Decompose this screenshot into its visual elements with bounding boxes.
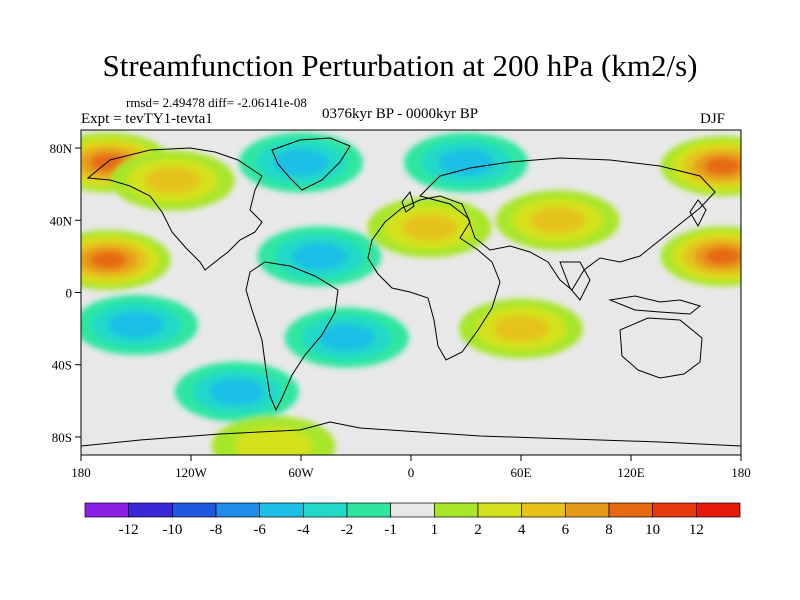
anomaly-band-3-2 bbox=[438, 149, 494, 176]
anomaly-band-8-2 bbox=[530, 206, 586, 234]
anomaly-band-10-4 bbox=[704, 157, 741, 175]
colorbar-box-1 bbox=[128, 502, 173, 518]
experiment-label: Expt = tevTY1-tevta1 bbox=[81, 111, 213, 127]
india-outline bbox=[559, 261, 591, 301]
x-tick-label-0: 180 bbox=[71, 465, 91, 480]
period-label: 0376kyr BP - 0000kyr BP bbox=[322, 106, 479, 122]
x-tick-label-3: 0 bbox=[408, 465, 415, 480]
greenland-outline bbox=[271, 137, 351, 191]
colorbar-box-8 bbox=[433, 502, 479, 518]
colorbar-box-6 bbox=[346, 502, 392, 518]
colorbar-label-9: 4 bbox=[518, 522, 526, 538]
australia-outline bbox=[619, 317, 703, 379]
europe-africa-outline bbox=[367, 195, 501, 361]
colorbar-box-12 bbox=[608, 502, 654, 518]
colorbar-label-10: 6 bbox=[562, 522, 570, 538]
colorbar-box-3 bbox=[215, 502, 261, 518]
anomaly-band-6-2 bbox=[291, 243, 347, 270]
anomaly-band-2-2 bbox=[273, 149, 329, 176]
indonesia-outline bbox=[608, 295, 702, 315]
antarctica-outline bbox=[81, 421, 741, 447]
x-axis: 180 120W 60W 0 60E 120E 180 bbox=[71, 455, 751, 480]
colorbar-label-8: 2 bbox=[474, 522, 482, 538]
south-america-outline bbox=[245, 261, 339, 412]
colorbar-box-4 bbox=[259, 502, 304, 518]
x-tick-label-4: 60E bbox=[511, 465, 532, 480]
north-america-outline bbox=[86, 147, 263, 271]
colorbar-box-0 bbox=[84, 502, 130, 518]
colorbar-box-2 bbox=[171, 502, 217, 518]
colorbar-label-5: -2 bbox=[341, 522, 354, 538]
colorbar-label-11: 8 bbox=[605, 522, 613, 538]
colorbar-box-14 bbox=[695, 502, 741, 518]
anomaly-band-14-1 bbox=[235, 427, 312, 455]
season-label: DJF bbox=[700, 111, 726, 127]
colorbar-label-0: -12 bbox=[119, 522, 139, 538]
y-tick-label-2: 0 bbox=[66, 286, 73, 301]
y-axis: 80N 40N 0 40S 80S bbox=[50, 141, 81, 445]
chart-title: Streamfunction Perturbation at 200 hPa (… bbox=[102, 48, 698, 83]
anomaly-band-5-2 bbox=[108, 311, 164, 339]
rmsd-label: rmsd= 2.49478 diff= -2.06141e-08 bbox=[126, 95, 307, 110]
anomaly-band-9-4 bbox=[704, 247, 741, 265]
japan-outline bbox=[689, 199, 707, 228]
colorbar-label-7: 1 bbox=[431, 522, 439, 538]
colorbar-label-6: -1 bbox=[384, 522, 397, 538]
colorbar-label-12: 10 bbox=[645, 522, 660, 538]
anomaly-band-4-4 bbox=[90, 251, 127, 269]
colorbar-box-7 bbox=[390, 502, 435, 518]
colorbar-box-9 bbox=[477, 502, 523, 518]
anomaly-band-1-2 bbox=[145, 167, 201, 194]
colorbar-label-4: -4 bbox=[297, 522, 310, 538]
y-tick-label-4: 80S bbox=[52, 430, 72, 445]
anomaly-band-13-2 bbox=[209, 378, 265, 406]
eurasia-outline bbox=[419, 157, 716, 291]
x-tick-label-1: 120W bbox=[175, 465, 208, 480]
anomaly-band-7-2 bbox=[401, 214, 457, 241]
x-tick-label-5: 120E bbox=[617, 465, 645, 480]
colorbar-label-13: 12 bbox=[689, 522, 704, 538]
colorbar-label-1: -10 bbox=[162, 522, 182, 538]
anomaly-band-11-2 bbox=[493, 315, 549, 342]
uk-outline bbox=[401, 190, 415, 213]
colorbar-box-13 bbox=[652, 502, 697, 518]
colorbar-box-11 bbox=[564, 502, 610, 518]
coastlines bbox=[81, 137, 741, 447]
x-tick-label-2: 60W bbox=[288, 465, 314, 480]
x-tick-label-6: 180 bbox=[731, 465, 751, 480]
colorbar-label-3: -6 bbox=[253, 522, 266, 538]
anomaly-band-12-2 bbox=[319, 324, 375, 351]
y-tick-label-1: 40N bbox=[50, 213, 73, 228]
y-tick-label-3: 40S bbox=[52, 358, 72, 373]
colorbar-box-10 bbox=[521, 502, 566, 518]
y-tick-label-0: 80N bbox=[50, 141, 73, 156]
colorbar: -12 -10 -8 -6 -4 -2 -1 1 2 4 6 8 10 12 bbox=[84, 502, 741, 538]
colorbar-label-2: -8 bbox=[210, 522, 223, 538]
colorbar-box-5 bbox=[302, 502, 348, 518]
